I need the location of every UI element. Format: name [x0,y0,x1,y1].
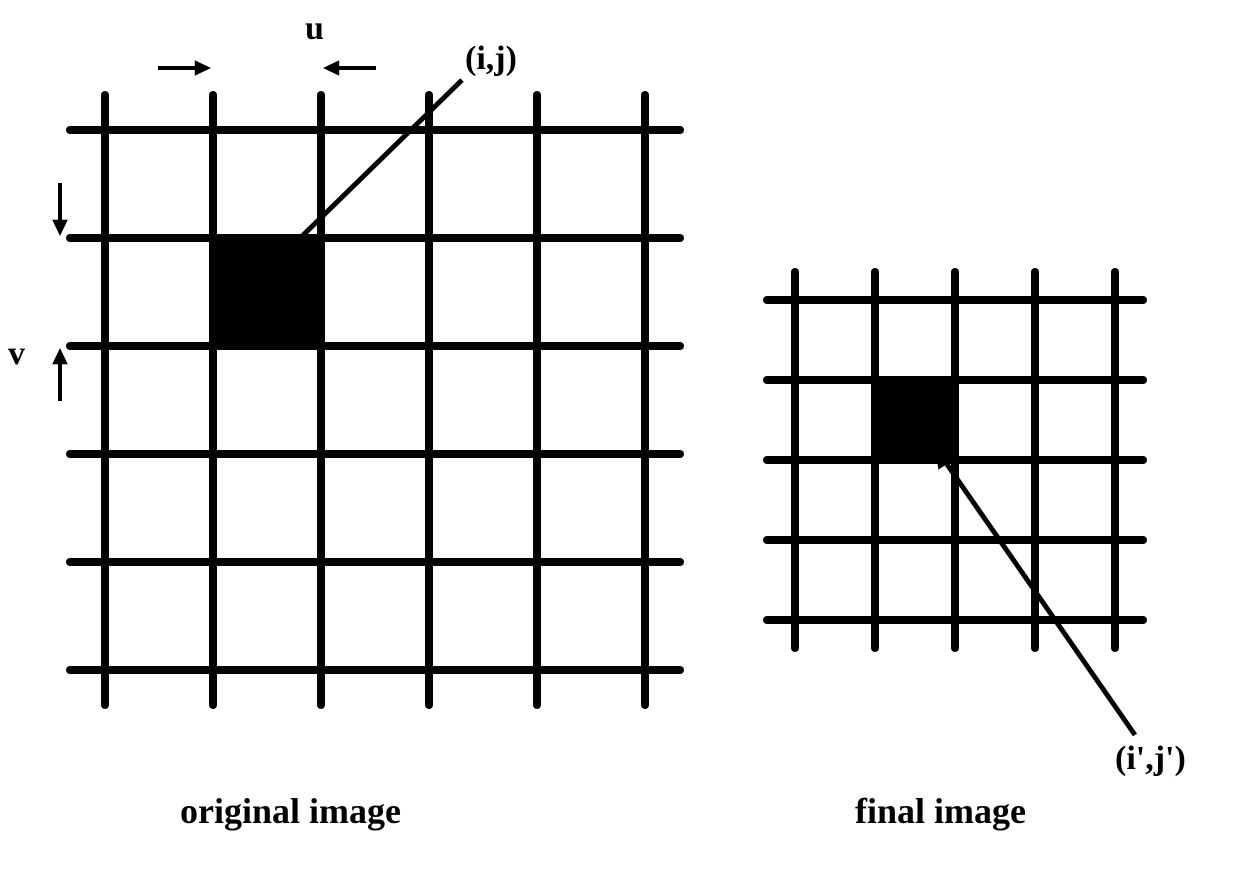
v-label: v [8,335,25,373]
u-label: u [305,10,324,48]
final-grid-filled-cell [875,380,955,460]
original-caption: original image [180,790,401,832]
diagram-svg [0,0,1240,878]
final-caption: final image [855,790,1026,832]
original-grid-filled-cell [213,238,321,346]
ij-prime-label: (i',j') [1115,740,1186,778]
final-grid [767,272,1143,648]
ij-label: (i,j) [465,40,517,78]
original-grid [70,95,680,705]
